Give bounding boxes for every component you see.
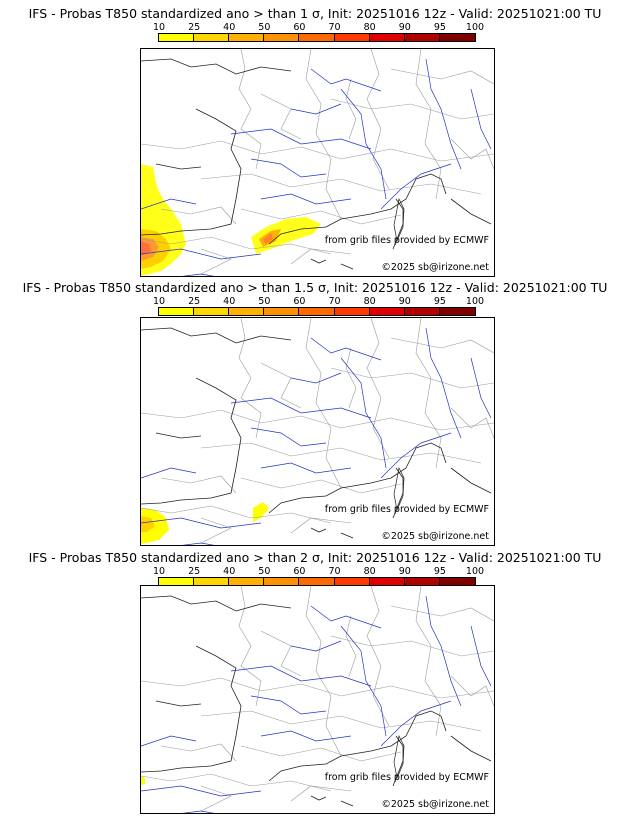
colorbar-tick-label: 90	[398, 22, 411, 33]
probability-overlay	[141, 776, 145, 785]
probability-map: from grib files provided by ECMWF ©2025 …	[140, 317, 495, 546]
colorbar-tick-label: 10	[152, 22, 166, 33]
colorbar-segment	[404, 308, 440, 315]
panel-title: IFS - Probas T850 standardized ano > tha…	[28, 550, 602, 565]
colorbar-tick-label: 90	[398, 566, 411, 577]
colorbar-segment	[159, 578, 195, 585]
panel-2sigma: IFS - Probas T850 standardized ano > tha…	[0, 550, 630, 822]
colorbar-tick-label: 100	[465, 22, 485, 33]
colorbar-segment	[404, 34, 440, 41]
colorbar-segment	[334, 308, 370, 315]
colorbar-tick-label: 95	[433, 566, 446, 577]
colorbar-tick-label: 95	[433, 22, 446, 33]
credit-source: from grib files provided by ECMWF	[324, 504, 489, 515]
colorbar-tick-label: 100	[465, 296, 485, 307]
colorbar-segment	[229, 308, 265, 315]
credit-source: from grib files provided by ECMWF	[324, 235, 489, 246]
colorbar-segment	[264, 578, 300, 585]
colorbar-tick-label: 80	[363, 22, 376, 33]
colorbar-tick-label: 70	[328, 22, 341, 33]
colorbar-segment	[369, 34, 405, 41]
colorbar-tick-label: 50	[258, 22, 271, 33]
colorbar-labels: 10 25 40 50 60 70 80 90 95 100	[153, 566, 484, 578]
colorbar-segment	[404, 578, 440, 585]
colorbar-tick-label: 40	[223, 566, 236, 577]
colorbar-tick-label: 25	[188, 22, 201, 33]
colorbar-segment	[264, 34, 300, 41]
colorbar-segment	[439, 308, 475, 315]
panel-1sigma: IFS - Probas T850 standardized ano > tha…	[0, 6, 630, 278]
colorbar-tick-label: 10	[152, 296, 166, 307]
colorbar-segment	[439, 578, 475, 585]
colorbar-tick-label: 60	[293, 296, 306, 307]
colorbar-labels: 10 25 40 50 60 70 80 90 95 100	[153, 296, 484, 308]
colorbar-segment	[334, 578, 370, 585]
colorbar-tick-label: 25	[188, 296, 201, 307]
colorbar-segment	[439, 34, 475, 41]
colorbar-tick-label: 50	[258, 296, 271, 307]
colorbar-segment	[194, 34, 230, 41]
colorbar-segment	[299, 308, 335, 315]
colorbar-labels: 10 25 40 50 60 70 80 90 95 100	[153, 22, 484, 34]
credit-copyright: ©2025 sb@irizone.net	[381, 531, 489, 542]
credit-copyright: ©2025 sb@irizone.net	[381, 262, 489, 273]
colorbar-segment	[369, 308, 405, 315]
panel-title: IFS - Probas T850 standardized ano > tha…	[28, 6, 602, 21]
colorbar-tick-label: 10	[152, 566, 166, 577]
colorbar-tick-label: 60	[293, 22, 306, 33]
colorbar-segment	[334, 34, 370, 41]
colorbar-tick-label: 50	[258, 566, 271, 577]
panel-title: IFS - Probas T850 standardized ano > tha…	[22, 280, 608, 295]
colorbar-segment	[299, 34, 335, 41]
colorbar-tick-label: 70	[328, 566, 341, 577]
probability-map: from grib files provided by ECMWF ©2025 …	[140, 48, 495, 277]
colorbar-segment	[159, 34, 195, 41]
colorbar-segment	[369, 578, 405, 585]
colorbar-segment	[159, 308, 195, 315]
colorbar-segment	[194, 308, 230, 315]
colorbar-segment	[229, 578, 265, 585]
credit-copyright: ©2025 sb@irizone.net	[381, 799, 489, 810]
colorbar-segment	[194, 578, 230, 585]
colorbar-tick-label: 80	[363, 296, 376, 307]
probability-overlay	[141, 164, 321, 276]
colorbar-tick-label: 40	[223, 296, 236, 307]
panel-1-5sigma: IFS - Probas T850 standardized ano > tha…	[0, 280, 630, 552]
colorbar-tick-label: 60	[293, 566, 306, 577]
colorbar-segment	[229, 34, 265, 41]
probability-overlay	[141, 502, 269, 544]
credit-source: from grib files provided by ECMWF	[324, 772, 489, 783]
colorbar-tick-label: 100	[465, 566, 485, 577]
colorbar	[158, 307, 476, 316]
colorbar-tick-label: 25	[188, 566, 201, 577]
colorbar-tick-label: 80	[363, 566, 376, 577]
colorbar-segment	[264, 308, 300, 315]
colorbar-tick-label: 90	[398, 296, 411, 307]
colorbar-tick-label: 95	[433, 296, 446, 307]
colorbar-tick-label: 70	[328, 296, 341, 307]
colorbar-tick-label: 40	[223, 22, 236, 33]
colorbar	[158, 33, 476, 42]
colorbar-segment	[299, 578, 335, 585]
probability-map: from grib files provided by ECMWF ©2025 …	[140, 585, 495, 814]
